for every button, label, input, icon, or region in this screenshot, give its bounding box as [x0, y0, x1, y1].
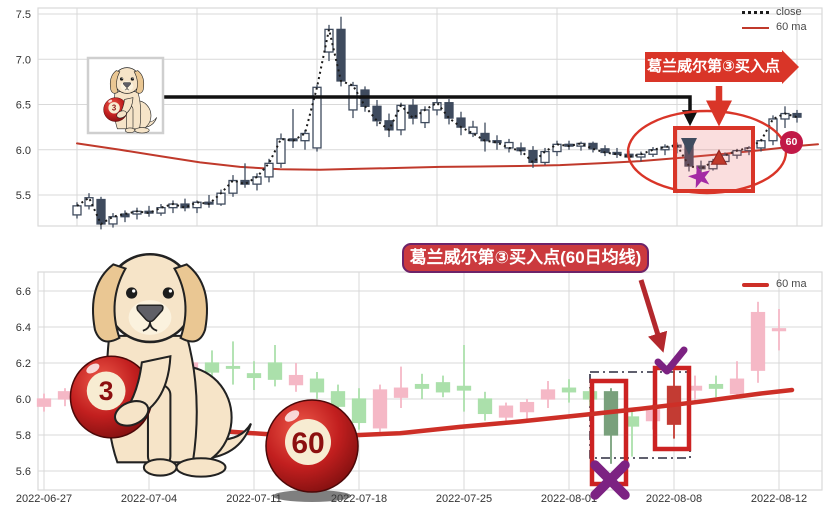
candlestick [589, 143, 597, 148]
x-tick-label: 2022-08-12 [751, 493, 807, 505]
bottom-legend: 60 ma [742, 277, 807, 292]
billiard-ball-60: 60 [266, 400, 358, 502]
legend-60ma-bottom-label: 60 ma [776, 277, 807, 292]
y-tick-label: 6.5 [16, 100, 31, 112]
candlestick [752, 313, 765, 371]
candlestick [311, 379, 324, 392]
ball-60-number: 60 [291, 427, 324, 460]
candlestick [757, 141, 765, 148]
candlestick [38, 399, 51, 406]
candlestick [542, 390, 555, 399]
x-tick-label: 2022-08-08 [646, 493, 702, 505]
y-tick-label: 6.6 [16, 286, 31, 298]
bottom-red-arrow [641, 280, 662, 348]
y-tick-label: 6.4 [16, 322, 31, 334]
buy-point-ma60-banner: 葛兰威尔第③买入点(60日均线) [402, 243, 649, 273]
candlestick [217, 193, 225, 204]
candlestick [505, 143, 513, 148]
x-tick-label: 2022-06-27 [16, 493, 72, 505]
candlestick [248, 374, 261, 378]
candlestick [395, 388, 408, 397]
ma60-badge: 60 [780, 131, 803, 154]
candlestick [541, 152, 549, 163]
candlestick [229, 181, 237, 194]
banner-arrow [641, 280, 662, 348]
y-tick-label: 7.5 [16, 9, 31, 21]
candlestick [206, 363, 219, 372]
candlestick [97, 200, 105, 224]
legend-60ma-label: 60 ma [776, 20, 807, 35]
candlestick [227, 367, 240, 369]
candlestick [73, 206, 81, 215]
legend-60ma-bottom: 60 ma [742, 277, 807, 292]
top-candlestick-chart: 3 7.57.06.56.05.5 [0, 0, 826, 240]
candlestick [553, 144, 561, 151]
legend-close: close [742, 5, 807, 20]
dog-inset [88, 58, 163, 133]
candlestick [649, 150, 657, 155]
candlestick [500, 406, 513, 417]
buy-point-banner: 葛兰威尔第③买入点 [645, 52, 782, 82]
candlestick [521, 403, 534, 412]
legend-close-label: close [776, 5, 802, 20]
y-tick-label: 5.6 [16, 466, 31, 478]
close-line-swatch [742, 11, 769, 14]
candlestick [457, 118, 465, 127]
candlestick [421, 110, 429, 123]
y-tick-label: 6.0 [16, 394, 31, 406]
ma-line-swatch [742, 27, 769, 29]
candlestick [458, 386, 471, 390]
x-tick-label: 2022-07-25 [436, 493, 492, 505]
candlestick [416, 385, 429, 389]
big-dog [70, 254, 251, 476]
candlestick [269, 363, 282, 379]
candlestick [277, 139, 285, 163]
candlestick [773, 329, 786, 331]
top-y-axis-labels: 7.5 7.0 6.5 6.0 5.5 [16, 9, 31, 202]
candlestick [479, 399, 492, 413]
x-tick-label: 2022-08-01 [541, 493, 597, 505]
x-tick-label: 2022-07-11 [226, 493, 281, 505]
x-tick-label: 2022-07-04 [121, 493, 177, 505]
granville-buy-point-figure: 3 7.57.06.56.05.5 [0, 0, 826, 520]
y-tick-label: 5.8 [16, 430, 31, 442]
candlestick [793, 114, 801, 118]
legend-60ma: 60 ma [742, 20, 807, 35]
candlestick [332, 392, 345, 406]
candlestick [59, 392, 72, 399]
y-tick-label: 6.2 [16, 358, 31, 370]
candlestick [374, 390, 387, 428]
candlestick [437, 383, 450, 392]
candlestick [337, 29, 345, 81]
top-legend: close 60 ma [742, 5, 807, 35]
candlestick [353, 399, 366, 422]
candlestick [373, 106, 381, 120]
ma-thick-swatch [742, 283, 769, 287]
y-tick-label: 6.0 [16, 145, 31, 157]
candlestick [563, 388, 576, 392]
candlestick [731, 379, 744, 393]
bottom-candlestick-chart: 6.6 6.4 6.2 6.0 5.8 5.6 2022-06-27 2022-07-04 20… [0, 240, 826, 520]
candlestick [290, 376, 303, 385]
candlestick [710, 385, 723, 389]
candlestick [445, 103, 453, 118]
y-tick-label: 7.0 [16, 54, 31, 66]
y-tick-label: 5.5 [16, 190, 31, 202]
